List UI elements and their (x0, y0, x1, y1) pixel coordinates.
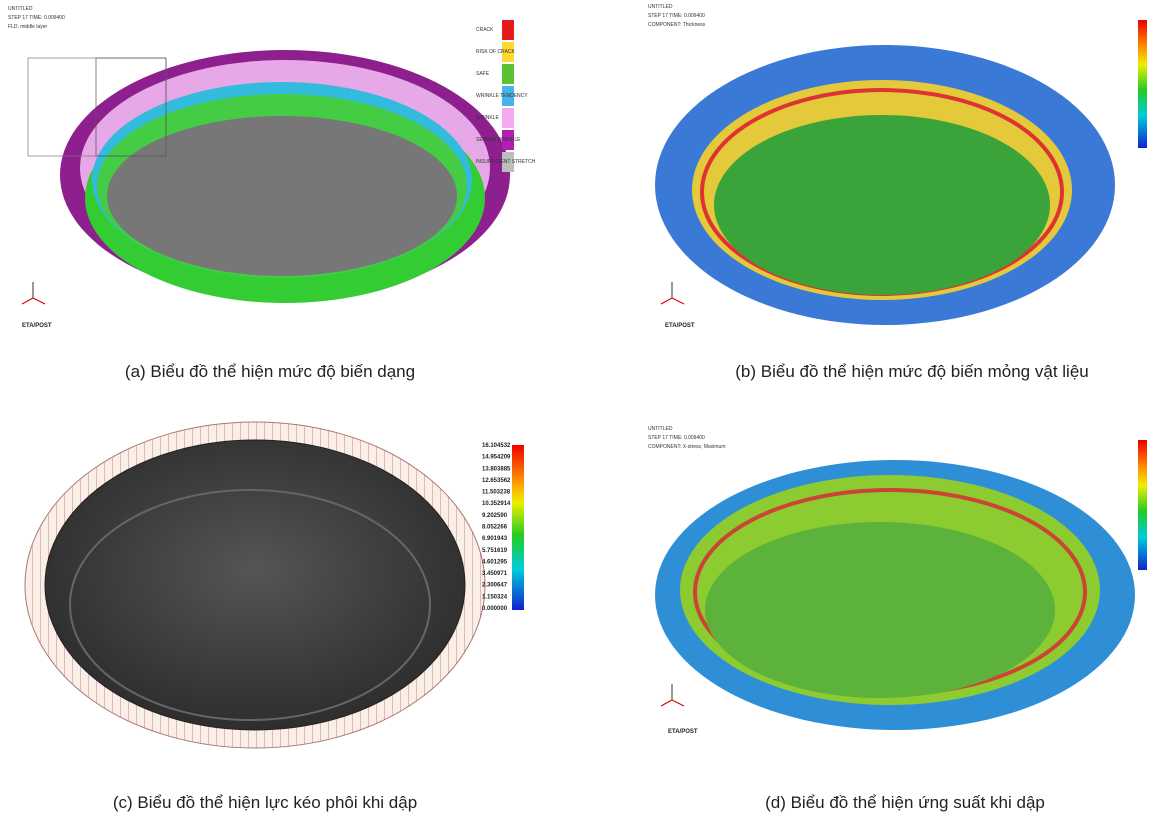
colorbar-label: 6.901943 (482, 536, 508, 542)
footer: ETA/POST (665, 323, 695, 329)
panel-d (655, 440, 1147, 730)
colorbar-label: 11.503238 (482, 490, 511, 496)
axis-y (33, 298, 45, 304)
caption: (d) Biểu đồ thể hiện ứng suất khi dập (765, 793, 1045, 812)
panel-b (655, 20, 1147, 325)
thickness-center (714, 115, 1050, 295)
legend-swatch (502, 20, 514, 40)
panel-c (25, 422, 524, 748)
colorbar-label: 0.000000 (482, 606, 508, 612)
legend-label: RISK OF CRACK (476, 49, 516, 55)
header-line: UNTITLED (8, 6, 33, 12)
axis-y (672, 298, 684, 304)
axis-y (672, 700, 684, 706)
header-line: UNTITLED (648, 4, 673, 10)
legend-swatch (502, 64, 514, 84)
caption: (c) Biểu đồ thể hiện lực kéo phôi khi dậ… (113, 793, 417, 812)
colorbar-label: 5.751619 (482, 548, 508, 554)
stress-center (705, 522, 1055, 698)
header-line: COMPONENT: X-stress, Maximum (648, 444, 726, 450)
colorbar (512, 445, 524, 610)
colorbar-label: 12.653562 (482, 478, 511, 484)
colorbar-label: 16.104532 (482, 443, 511, 449)
header-line: COMPONENT: Thickness (648, 22, 706, 28)
colorbar-label: 2.300647 (482, 583, 508, 589)
axis-x (661, 298, 672, 304)
colorbar-label: 3.450971 (482, 571, 508, 577)
caption: (b) Biểu đồ thể hiện mức độ biến mỏng vậ… (735, 362, 1088, 381)
footer: ETA/POST (668, 729, 698, 735)
axis-x (22, 298, 33, 304)
colorbar-label: 14.954209 (482, 455, 511, 461)
legend-label: SAFE (476, 71, 490, 77)
legend-label: WRINKLE TENDENCY (476, 93, 528, 99)
legend-swatch (502, 108, 514, 128)
header-line: STEP 17 TIME: 0.009400 (8, 15, 65, 21)
header-line: STEP 17 TIME: 0.009400 (648, 435, 705, 441)
panel-a (22, 50, 510, 304)
colorbar-label: 13.803885 (482, 466, 511, 472)
legend-label: WRINKLE (476, 115, 499, 121)
legend-label: CRACK (476, 27, 494, 33)
colorbar (1138, 440, 1147, 570)
colorbar-label: 9.202590 (482, 513, 508, 519)
legend-label: SEVERE WRINKLE (476, 137, 521, 143)
legend-label: INSUFFICIENT STRETCH (476, 159, 536, 165)
header-line: FLD, middle layer (8, 24, 48, 30)
header-line: UNTITLED (648, 426, 673, 432)
colorbar (1138, 20, 1147, 148)
colorbar-label: 8.052266 (482, 525, 508, 531)
colorbar-label: 1.150324 (482, 594, 508, 600)
header-line: STEP 17 TIME: 0.009400 (648, 13, 705, 19)
colorbar-label: 10.352914 (482, 501, 511, 507)
formed-part (45, 440, 465, 730)
insufficient-center (107, 116, 457, 276)
axis-x (661, 700, 672, 706)
figure: (a) Biểu đồ thể hiện mức độ biến dạng (b… (0, 0, 1151, 819)
caption: (a) Biểu đồ thể hiện mức độ biến dạng (125, 362, 415, 381)
page: (a) Biểu đồ thể hiện mức độ biến dạng (b… (0, 0, 1151, 819)
colorbar-label: 4.601295 (482, 559, 508, 565)
footer: ETA/POST (22, 323, 52, 329)
